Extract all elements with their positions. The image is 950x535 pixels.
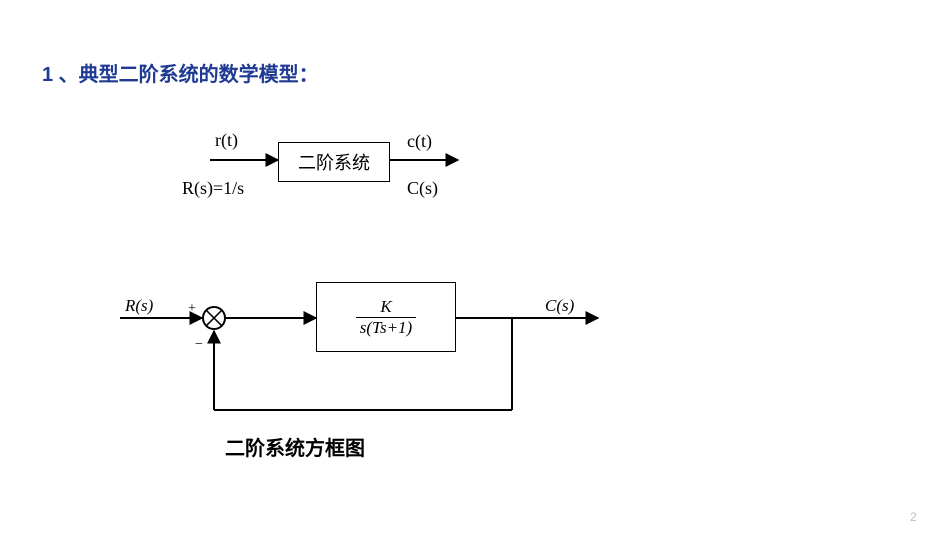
d1-output-bottom-label: C(s) <box>407 178 438 199</box>
d1-block-label: 二阶系统 <box>298 149 370 175</box>
d1-input-bottom-label: R(s)=1/s <box>182 178 244 199</box>
d1-system-block: 二阶系统 <box>278 142 390 182</box>
d2-minus-sign: − <box>195 337 203 353</box>
d2-tf-numerator: K <box>376 297 395 317</box>
d2-rs-label: R(s) <box>125 296 153 316</box>
d2-transfer-function-fraction: K s(Ts+1) <box>356 297 416 338</box>
d2-caption: 二阶系统方框图 <box>225 432 365 461</box>
d2-tf-denominator: s(Ts+1) <box>356 318 416 338</box>
d1-input-top-label: r(t) <box>215 130 238 151</box>
section-title: 1 、典型二阶系统的数学模型： <box>42 58 319 87</box>
d2-plus-sign: + <box>188 301 196 317</box>
d2-transfer-function-block: K s(Ts+1) <box>316 282 456 352</box>
d1-output-top-label: c(t) <box>407 131 432 152</box>
d2-cs-label: C(s) <box>545 296 574 316</box>
page-number: 2 <box>910 510 917 524</box>
